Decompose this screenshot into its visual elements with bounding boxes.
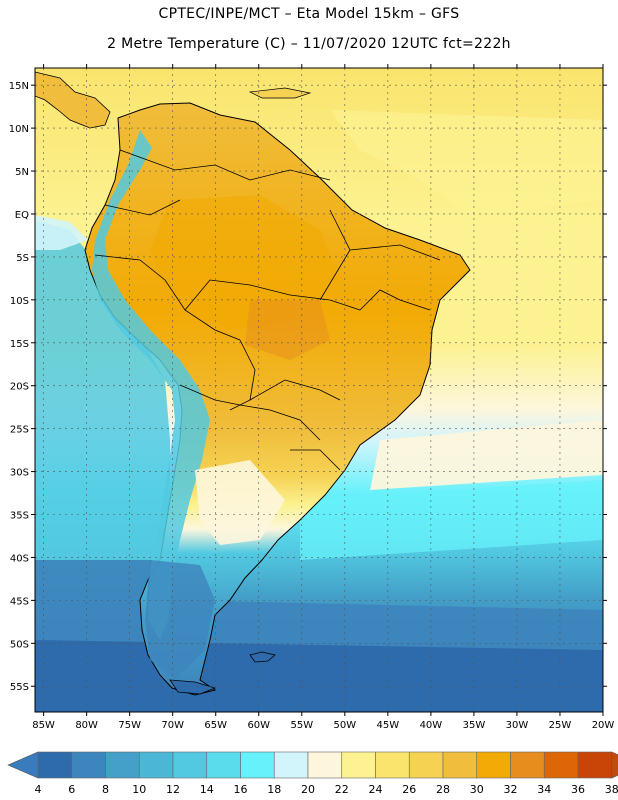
colorbar-label: 30 bbox=[470, 783, 484, 796]
colorbar-label: 8 bbox=[102, 783, 109, 796]
colorbar-swatch bbox=[476, 751, 511, 779]
lon-label: 25W bbox=[549, 720, 572, 731]
falkland-islands bbox=[249, 651, 276, 663]
colorbar-swatch bbox=[510, 751, 545, 779]
andes-cold-ridge bbox=[92, 130, 210, 640]
tierra-del-fuego bbox=[169, 679, 217, 695]
lon-label: 45W bbox=[377, 720, 400, 731]
colorbar-swatch bbox=[408, 751, 444, 779]
lat-label: 5S bbox=[16, 253, 29, 264]
colorbar-low-arrow bbox=[7, 751, 39, 779]
lon-label: 40W bbox=[420, 720, 443, 731]
pampas-mild bbox=[195, 460, 285, 545]
colorbar-label: 4 bbox=[35, 783, 42, 796]
colorbar-label: 20 bbox=[301, 783, 315, 796]
colorbar-label: 6 bbox=[68, 783, 75, 796]
map-frame bbox=[34, 67, 604, 713]
lat-label: 55S bbox=[10, 682, 29, 693]
lon-label: 60W bbox=[247, 720, 270, 731]
longitude-axis: 85W 80W 75W 70W 65W 60W 55W 50W 45W 40W 35W 30W 25W 2… bbox=[32, 64, 614, 731]
southern-ocean-coldest bbox=[35, 640, 603, 712]
colorbar-label: 18 bbox=[267, 783, 281, 796]
lat-label: 40S bbox=[10, 553, 29, 564]
lon-label: 30W bbox=[506, 720, 529, 731]
pacific-cold-current bbox=[35, 220, 170, 560]
colorbar-swatch bbox=[37, 751, 73, 779]
colorbar-swatch bbox=[577, 751, 613, 779]
lat-label: 15N bbox=[9, 81, 29, 92]
lon-label: 50W bbox=[334, 720, 357, 731]
lon-label: 85W bbox=[32, 720, 55, 731]
atlantic-warm-patch bbox=[370, 420, 603, 490]
lat-label: 30S bbox=[10, 468, 29, 479]
lat-label: 50S bbox=[10, 639, 29, 650]
chart-title-line2: 2 Metre Temperature (C) – 11/07/2020 12U… bbox=[107, 36, 511, 52]
atlantic-cool-band bbox=[300, 480, 603, 560]
colorbar-label: 26 bbox=[402, 783, 416, 796]
colorbar-swatch bbox=[206, 751, 241, 779]
lon-label: 20W bbox=[592, 720, 615, 731]
colorbar-label: 12 bbox=[166, 783, 180, 796]
lon-label: 65W bbox=[204, 720, 227, 731]
colorbar-label: 16 bbox=[234, 783, 248, 796]
equatorial-atlantic bbox=[330, 110, 603, 215]
colorbar-swatch bbox=[375, 751, 410, 779]
country-borders bbox=[94, 149, 441, 471]
chart-title-line1: CPTEC/INPE/MCT – Eta Model 15km – GFS bbox=[158, 6, 460, 22]
lon-label: 80W bbox=[75, 720, 98, 731]
lat-label: 25S bbox=[10, 425, 29, 436]
lat-label: EQ bbox=[15, 210, 29, 221]
colorbar-label: 14 bbox=[200, 783, 214, 796]
lon-label: 35W bbox=[463, 720, 486, 731]
colorbar-label: 38 bbox=[605, 783, 618, 796]
lat-label: 10S bbox=[10, 296, 29, 307]
lon-label: 70W bbox=[161, 720, 184, 731]
brazil-interior-hot bbox=[245, 300, 330, 360]
colorbar-swatch bbox=[105, 751, 140, 779]
colorbar-swatch bbox=[273, 751, 309, 779]
colorbar-label: 32 bbox=[504, 783, 518, 796]
colorbar-label: 10 bbox=[132, 783, 146, 796]
colorbar-label: 28 bbox=[436, 783, 450, 796]
colorbar-label: 34 bbox=[537, 783, 551, 796]
colorbar-label: 22 bbox=[335, 783, 349, 796]
colorbar: 4 6 8 10 12 14 16 18 20 22 24 26 28 30 32 34 36 38 bbox=[7, 751, 618, 796]
colorbar-swatch bbox=[138, 751, 174, 779]
latitude-axis: 15N 10N 5N EQ 5S 10S 15S 20S 25S 30S 35S 40S 45S 50S 5… bbox=[9, 81, 607, 693]
colorbar-swatch bbox=[341, 751, 376, 779]
caribbean-island bbox=[248, 87, 312, 99]
colorbar-high-arrow bbox=[611, 751, 618, 779]
colorbar-swatch bbox=[442, 751, 478, 779]
lon-label: 75W bbox=[118, 720, 141, 731]
colorbar-swatch bbox=[240, 751, 275, 779]
colorbar-swatch bbox=[307, 751, 343, 779]
amazon-hot-core bbox=[150, 195, 340, 330]
patagonia-cold bbox=[145, 560, 215, 680]
lat-label: 5N bbox=[15, 167, 29, 178]
colorbar-swatch bbox=[71, 751, 106, 779]
lat-label: 15S bbox=[10, 339, 29, 350]
lat-label: 45S bbox=[10, 596, 29, 607]
colorbar-swatch bbox=[172, 751, 208, 779]
lat-label: 10N bbox=[9, 124, 29, 135]
colorbar-swatch bbox=[543, 751, 579, 779]
map-gridlines bbox=[35, 68, 604, 712]
pacific-cool-patch bbox=[35, 215, 88, 250]
lat-label: 35S bbox=[10, 511, 29, 522]
colorbar-label: 36 bbox=[571, 783, 585, 796]
lat-label: 20S bbox=[10, 382, 29, 393]
lon-label: 55W bbox=[290, 720, 313, 731]
colorbar-label: 24 bbox=[369, 783, 383, 796]
